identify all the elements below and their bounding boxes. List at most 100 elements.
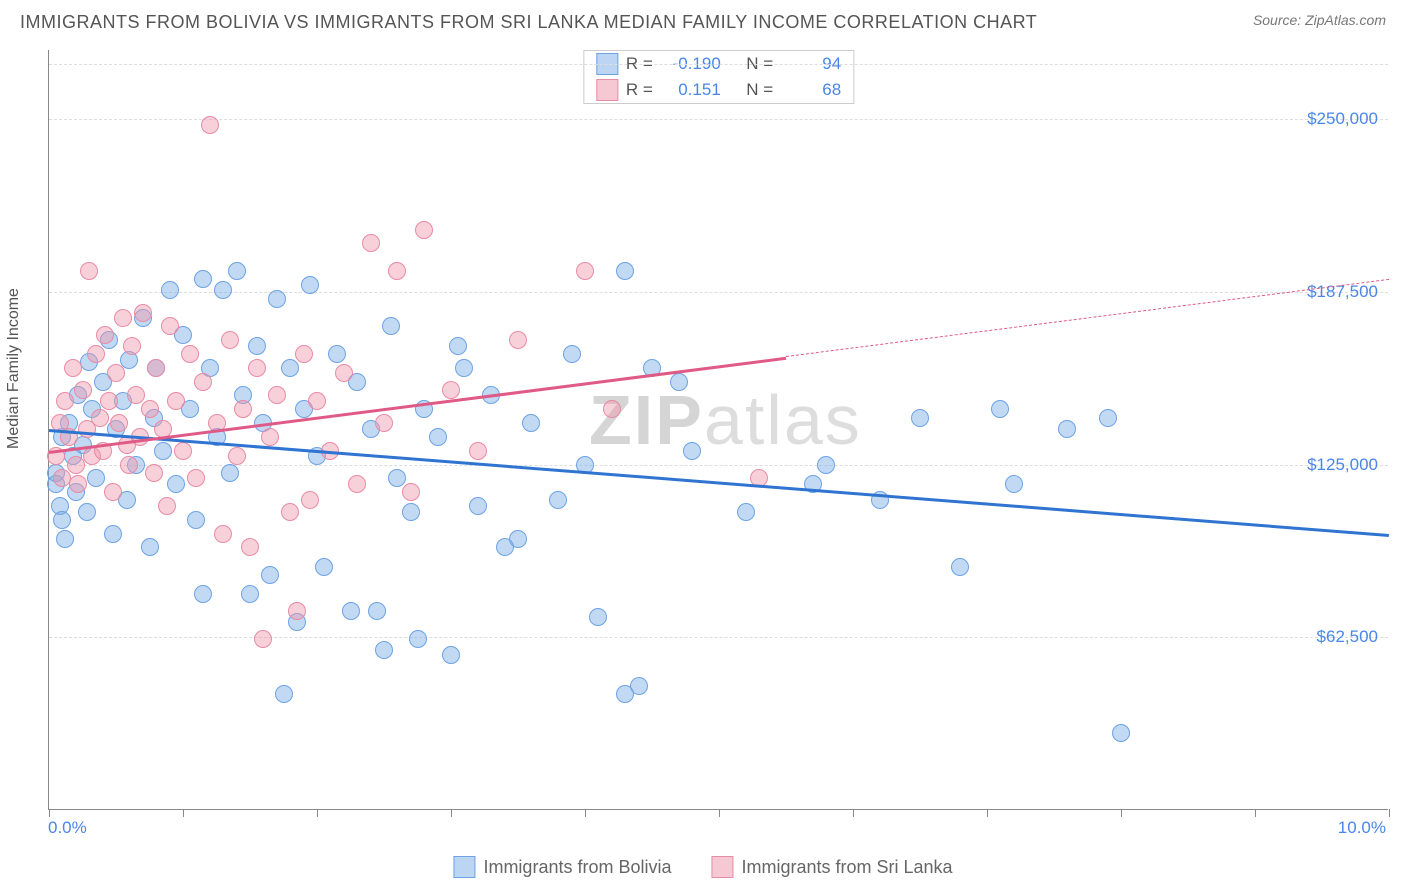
data-point [616, 262, 634, 280]
x-tick [1255, 809, 1256, 817]
legend-label-srilanka: Immigrants from Sri Lanka [741, 857, 952, 878]
data-point [87, 469, 105, 487]
data-point [80, 262, 98, 280]
data-point [382, 317, 400, 335]
data-point [1005, 475, 1023, 493]
data-point [295, 345, 313, 363]
data-point [281, 503, 299, 521]
data-point [56, 530, 74, 548]
n-label: N = [746, 80, 773, 100]
data-point [96, 326, 114, 344]
data-point [388, 262, 406, 280]
data-point [100, 392, 118, 410]
data-point [147, 359, 165, 377]
data-point [91, 409, 109, 427]
data-point [234, 400, 252, 418]
gridline [49, 64, 1388, 65]
gridline [49, 465, 1388, 466]
data-point [817, 456, 835, 474]
data-point [74, 381, 92, 399]
x-tick [719, 809, 720, 817]
data-point [576, 262, 594, 280]
r-value-srilanka: 0.151 [661, 80, 721, 100]
data-point [522, 414, 540, 432]
y-tick-label: $62,500 [1317, 627, 1378, 647]
x-tick [183, 809, 184, 817]
data-point [104, 483, 122, 501]
data-point [737, 503, 755, 521]
data-point [1112, 724, 1130, 742]
data-point [670, 373, 688, 391]
data-point [181, 345, 199, 363]
data-point [268, 386, 286, 404]
x-tick [853, 809, 854, 817]
data-point [194, 585, 212, 603]
trend-line [49, 429, 1389, 537]
data-point [469, 442, 487, 460]
data-point [154, 442, 172, 460]
data-point [201, 116, 219, 134]
data-point [281, 359, 299, 377]
y-tick-label: $125,000 [1307, 455, 1378, 475]
data-point [228, 447, 246, 465]
data-point [194, 373, 212, 391]
data-point [911, 409, 929, 427]
stats-row-srilanka: R = 0.151 N = 68 [584, 77, 853, 103]
data-point [1099, 409, 1117, 427]
data-point [342, 602, 360, 620]
legend-item-srilanka: Immigrants from Sri Lanka [711, 856, 952, 878]
legend-label-bolivia: Immigrants from Bolivia [483, 857, 671, 878]
source-label: Source: ZipAtlas.com [1253, 12, 1386, 28]
data-point [335, 364, 353, 382]
stats-legend: R = -0.190 N = 94 R = 0.151 N = 68 [583, 50, 854, 104]
data-point [167, 392, 185, 410]
data-point [402, 483, 420, 501]
data-point [87, 345, 105, 363]
data-point [134, 304, 152, 322]
y-tick-label: $250,000 [1307, 109, 1378, 129]
data-point [261, 428, 279, 446]
legend-swatch-srilanka [711, 856, 733, 878]
x-min-label: 0.0% [48, 818, 87, 838]
data-point [120, 456, 138, 474]
data-point [78, 503, 96, 521]
data-point [409, 630, 427, 648]
x-max-label: 10.0% [1338, 818, 1386, 838]
data-point [221, 331, 239, 349]
data-point [53, 511, 71, 529]
data-point [158, 497, 176, 515]
data-point [368, 602, 386, 620]
data-point [161, 281, 179, 299]
data-point [241, 585, 259, 603]
data-point [56, 392, 74, 410]
data-point [348, 475, 366, 493]
x-tick [49, 809, 50, 817]
data-point [214, 281, 232, 299]
data-point [991, 400, 1009, 418]
data-point [123, 337, 141, 355]
data-point [362, 234, 380, 252]
data-point [301, 276, 319, 294]
data-point [616, 685, 634, 703]
data-point [161, 317, 179, 335]
data-point [449, 337, 467, 355]
data-point [1058, 420, 1076, 438]
data-point [174, 442, 192, 460]
x-tick [317, 809, 318, 817]
data-point [315, 558, 333, 576]
x-tick [1121, 809, 1122, 817]
data-point [241, 538, 259, 556]
legend-item-bolivia: Immigrants from Bolivia [453, 856, 671, 878]
data-point [509, 331, 527, 349]
data-point [167, 475, 185, 493]
data-point [145, 464, 163, 482]
data-point [375, 414, 393, 432]
data-point [415, 221, 433, 239]
data-point [469, 497, 487, 515]
n-value-srilanka: 68 [781, 80, 841, 100]
data-point [141, 538, 159, 556]
data-point [64, 359, 82, 377]
watermark-light: atlas [704, 381, 862, 459]
data-point [214, 525, 232, 543]
data-point [308, 392, 326, 410]
